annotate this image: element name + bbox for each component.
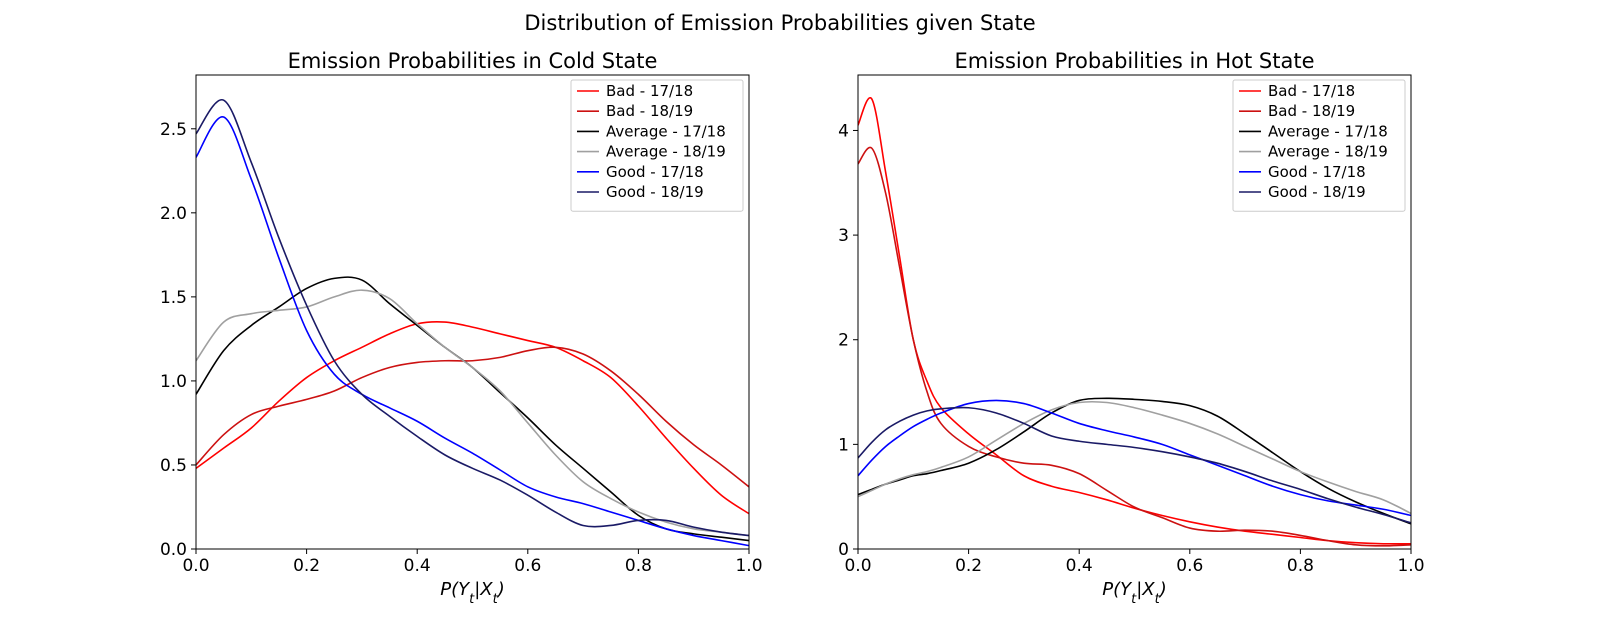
hot-legend-entry-0: Bad - 17/18	[1268, 82, 1355, 100]
cold-legend: Bad - 17/18 Bad - 18/19 Average - 17/18 Ave…	[571, 80, 743, 211]
hot-y-tick-label: 1	[838, 435, 849, 455]
hot-legend-entry-4: Good - 17/18	[1268, 163, 1366, 181]
cold-legend-entry-2: Average - 17/18	[606, 122, 726, 140]
cold-x-tick-label: 0.6	[514, 556, 541, 576]
cold-series-line-2	[196, 277, 749, 540]
cold-panel-title: Emission Probabilities in Cold State	[288, 49, 658, 73]
hot-legend: Bad - 17/18 Bad - 18/19 Average - 17/18 Ave…	[1233, 80, 1405, 211]
hot-legend-entry-3: Average - 18/19	[1268, 143, 1388, 161]
hot-y-tick-label: 2	[838, 331, 849, 351]
hot-legend-entry-1: Bad - 18/19	[1268, 102, 1355, 120]
hot-y-tick-label: 3	[838, 226, 849, 246]
cold-legend-entry-5: Good - 18/19	[606, 183, 704, 201]
cold-y-tick-label: 2.5	[160, 120, 187, 140]
hot-legend-entry-2: Average - 17/18	[1268, 122, 1388, 140]
hot-y-tick-label: 0	[838, 540, 849, 560]
cold-y-tick-label: 2.0	[160, 204, 187, 224]
cold-x-axis-label: P(Yt|Xt)	[440, 579, 505, 607]
hot-series-line-5	[858, 408, 1411, 523]
hot-x-tick-label: 0.6	[1176, 556, 1203, 576]
hot-x-tick-label: 0.8	[1287, 556, 1314, 576]
cold-legend-entry-3: Average - 18/19	[606, 143, 726, 161]
hot-x-tick-label: 0.4	[1066, 556, 1093, 576]
hot-x-tick-label: 0.2	[955, 556, 982, 576]
cold-y-tick-label: 0.5	[160, 456, 187, 476]
cold-x-tick-label: 1.0	[735, 556, 762, 576]
cold-y-tick-label: 1.0	[160, 372, 187, 392]
figure-title: Distribution of Emission Probabilities g…	[524, 11, 1035, 35]
cold-x-tick-label: 0.2	[293, 556, 320, 576]
cold-y-tick-label: 1.5	[160, 288, 187, 308]
cold-x-tick-label: 0.4	[404, 556, 431, 576]
hot-state-panel: Emission Probabilities in Hot State0.00.…	[838, 49, 1424, 607]
cold-legend-entry-4: Good - 17/18	[606, 163, 704, 181]
cold-series-line-0	[196, 322, 749, 514]
hot-x-axis-label: P(Yt|Xt)	[1102, 579, 1167, 607]
hot-legend-entry-5: Good - 18/19	[1268, 183, 1366, 201]
cold-y-tick-label: 0.0	[160, 540, 187, 560]
hot-y-tick-label: 4	[838, 121, 849, 141]
hot-x-tick-label: 1.0	[1397, 556, 1424, 576]
hot-series-line-2	[858, 398, 1411, 524]
cold-legend-entry-0: Bad - 17/18	[606, 82, 693, 100]
cold-state-panel: Emission Probabilities in Cold State 0.0 0…	[160, 49, 763, 607]
hot-panel-title: Emission Probabilities in Hot State	[954, 49, 1314, 73]
cold-legend-entry-1: Bad - 18/19	[606, 102, 693, 120]
cold-x-tick-label: 0.8	[625, 556, 652, 576]
hot-series-line-3	[858, 402, 1411, 514]
